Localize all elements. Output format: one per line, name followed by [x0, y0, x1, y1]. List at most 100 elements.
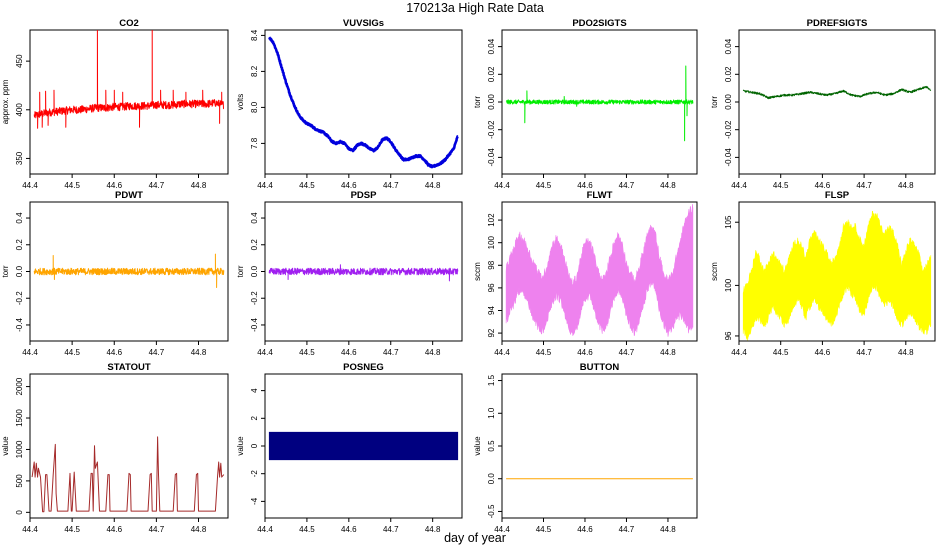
flwt-ytick-label: 96	[487, 283, 496, 292]
statout-xtick-label: 44.8	[191, 525, 207, 534]
flsp-ytick-label: 105	[724, 215, 733, 229]
pdo2sigts-xtick-label: 44.4	[494, 181, 510, 190]
panel-statout: STATOUT value 44.4 44.5 44.6 44.7 44.8 0 500 1000…	[1, 362, 229, 534]
co2-xtick-label: 44.8	[191, 181, 207, 190]
flwt-xtick-label: 44.4	[494, 348, 510, 357]
flwt-ytick-label: 94	[487, 305, 496, 314]
pdrefsigts-series	[742, 85, 932, 100]
statout-ytick-label: 1000	[15, 440, 24, 458]
flwt-xtick-label: 44.6	[577, 348, 593, 357]
posneg-xtick-label: 44.8	[425, 525, 441, 534]
co2-xtick-label: 44.5	[64, 181, 80, 190]
pdsp-title: PDSP	[351, 190, 378, 201]
pdo2sigts-title: PDO2SIGTS	[572, 18, 626, 29]
pdsp-xtick-label: 44.4	[257, 348, 273, 357]
flsp-series	[742, 210, 932, 341]
posneg-ytick-label: -4	[250, 497, 259, 505]
pdsp-ytick-label: -0.2	[250, 291, 259, 305]
posneg-ytick-label: 0	[250, 443, 259, 448]
vuvsigs-ytick-label: 8.0	[250, 101, 259, 113]
vuvsigs-xtick-label: 44.7	[383, 181, 399, 190]
pdwt-ylabel: torr	[1, 265, 10, 277]
pdrefsigts-xtick-label: 44.4	[731, 181, 747, 190]
vuvsigs-title: VUVSIGs	[343, 18, 384, 29]
button-xtick-label: 44.8	[660, 525, 676, 534]
button-ytick-label: 0.5	[487, 440, 496, 452]
pdwt-line	[33, 253, 225, 288]
co2-ylabel: approx. ppm	[1, 79, 10, 124]
flsp-frame	[738, 201, 936, 342]
button-xtick-label: 44.4	[494, 525, 510, 534]
button-ytick-label: 1.0	[487, 407, 496, 419]
panel-co2: CO2 approx. ppm 44.4 44.5 44.6 44.7 44.8 350 400…	[1, 18, 229, 190]
posneg-series	[268, 431, 459, 461]
flwt-band	[505, 203, 694, 337]
pdo2sigts-ytick-label: 0.02	[487, 66, 496, 82]
statout-xtick-label: 44.6	[106, 525, 122, 534]
posneg-xtick-label: 44.5	[299, 525, 315, 534]
pdo2sigts-line	[505, 65, 694, 142]
vuvsigs-ytick-label: 8.2	[250, 65, 259, 77]
statout-frame	[29, 373, 229, 519]
panel-pdo2sigts: PDO2SIGTS torr 44.4 44.5 44.6 44.7 44.8 -0.04 -0…	[473, 18, 698, 190]
flsp-ytick-label: 96	[724, 331, 733, 340]
pdwt-ytick-label: -0.2	[15, 291, 24, 305]
pdwt-series	[33, 253, 225, 288]
pdo2sigts-series	[505, 65, 694, 142]
panel-posneg: POSNEG value 44.4 44.5 44.6 44.7 44.8 -4 -2 0 2 4	[236, 362, 463, 534]
panel-pdrefsigts: PDREFSIGTS torr 44.4 44.5 44.6 44.7 44.8 -0.04 -…	[710, 18, 936, 190]
statout-ytick-label: 2000	[15, 377, 24, 395]
button-title: BUTTON	[580, 362, 620, 373]
co2-line	[33, 30, 224, 129]
button-ytick-label: 1.5	[487, 374, 496, 386]
pdwt-ytick-label: -0.4	[15, 318, 24, 332]
pdwt-title: PDWT	[115, 190, 143, 201]
pdwt-ytick-label: 0.2	[15, 239, 24, 251]
vuvsigs-xtick-label: 44.6	[341, 181, 357, 190]
pdo2sigts-ytick-label: 0.04	[487, 38, 496, 54]
flsp-xtick-label: 44.4	[731, 348, 747, 357]
vuvsigs-xtick-label: 44.4	[257, 181, 273, 190]
co2-xtick-label: 44.6	[106, 181, 122, 190]
flsp-ylabel: sccm	[710, 262, 719, 281]
statout-ytick-label: 500	[15, 474, 24, 488]
flwt-ytick-label: 102	[487, 213, 496, 227]
pdo2sigts-xtick-label: 44.6	[577, 181, 593, 190]
flwt-xtick-label: 44.5	[536, 348, 552, 357]
co2-ytick-label: 450	[15, 54, 24, 68]
vuvsigs-ylabel: volts	[236, 94, 245, 110]
statout-title: STATOUT	[107, 362, 150, 373]
pdsp-line	[268, 264, 459, 282]
panel-pdsp: PDSP torr 44.4 44.5 44.6 44.7 44.8 -0.4 -0.2 0.0 0…	[236, 190, 463, 357]
pdo2sigts-xtick-label: 44.8	[660, 181, 676, 190]
pdo2sigts-ylabel: torr	[473, 96, 482, 108]
panel-vuvsigs: VUVSIGs volts 44.4 44.5 44.6 44.7 44.8 7.8 8.0 8.…	[236, 18, 463, 190]
posneg-ytick-label: -2	[250, 470, 259, 478]
button-xtick-label: 44.7	[619, 525, 635, 534]
pdrefsigts-frame	[738, 29, 936, 175]
flsp-xtick-label: 44.7	[856, 348, 872, 357]
statout-ylabel: value	[1, 436, 10, 456]
pdsp-series	[268, 264, 459, 282]
flsp-xtick-label: 44.6	[815, 348, 831, 357]
pdwt-xtick-label: 44.6	[106, 348, 122, 357]
button-ylabel: value	[473, 436, 482, 456]
co2-frame	[29, 29, 229, 175]
co2-title: CO2	[119, 18, 139, 29]
vuvsigs-ytick-label: 7.8	[250, 137, 259, 149]
statout-xtick-label: 44.5	[64, 525, 80, 534]
pdo2sigts-ytick-label: -0.02	[487, 120, 496, 139]
pdwt-xtick-label: 44.5	[64, 348, 80, 357]
vuvsigs-frame	[264, 29, 463, 175]
pdsp-ytick-label: 0.4	[250, 212, 259, 224]
flwt-frame	[501, 201, 698, 342]
posneg-xtick-label: 44.7	[383, 525, 399, 534]
pdrefsigts-xtick-label: 44.6	[815, 181, 831, 190]
panel-flsp: FLSP sccm 44.4 44.5 44.6 44.7 44.8 96 100 105	[710, 190, 936, 357]
flwt-ytick-label: 100	[487, 235, 496, 249]
pdsp-xtick-label: 44.5	[299, 348, 315, 357]
flwt-ytick-label: 92	[487, 328, 496, 337]
vuvsigs-xtick-label: 44.8	[425, 181, 441, 190]
pdsp-ytick-label: 0.2	[250, 239, 259, 251]
pdrefsigts-ytick-label: -0.02	[724, 120, 733, 139]
